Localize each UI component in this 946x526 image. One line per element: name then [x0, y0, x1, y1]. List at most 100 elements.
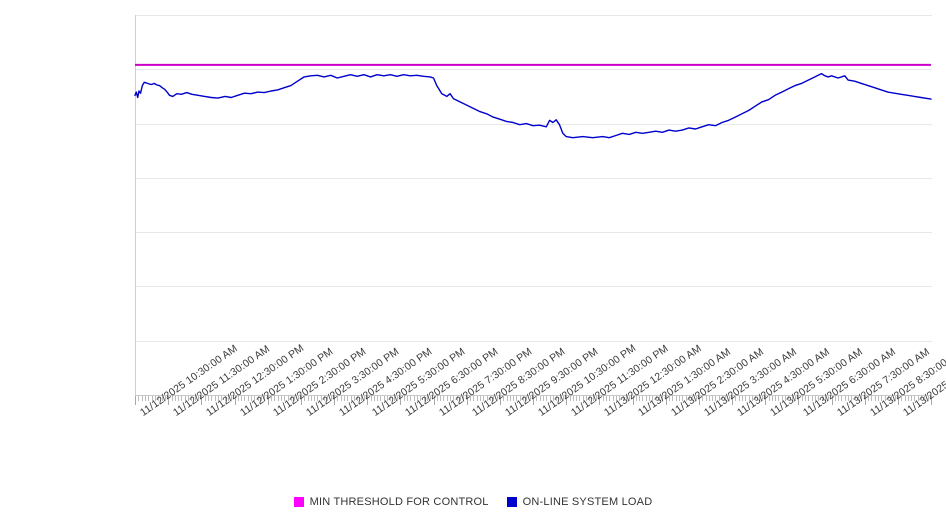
- x-axis-tick-minor: [347, 396, 349, 401]
- x-axis-tick-minor: [775, 396, 777, 401]
- x-axis-tick-minor: [231, 396, 233, 401]
- x-axis-tick-minor: [493, 396, 495, 401]
- x-axis-tick-minor: [788, 396, 790, 401]
- x-axis-tick-minor: [224, 396, 226, 401]
- legend-entry[interactable]: MIN THRESHOLD FOR CONTROL: [293, 496, 489, 508]
- x-axis-tick-minor: [393, 396, 395, 401]
- x-axis-tick-minor: [383, 396, 385, 401]
- x-axis-tick-minor: [924, 396, 926, 401]
- x-axis-tick-minor: [748, 396, 750, 401]
- x-axis-tick-minor: [828, 396, 830, 401]
- x-axis-tick-minor: [625, 396, 627, 401]
- x-axis-tick-minor: [602, 396, 604, 401]
- x-axis-tick-minor: [589, 396, 591, 401]
- x-axis-tick-minor: [280, 396, 282, 401]
- x-axis-tick-minor: [181, 396, 183, 401]
- x-axis-tick-minor: [629, 396, 631, 401]
- x-axis-tick-minor: [237, 396, 239, 401]
- x-axis-tick-minor: [178, 396, 180, 401]
- x-axis-tick-minor: [217, 396, 219, 401]
- x-axis-tick-minor: [353, 396, 355, 401]
- x-axis-tick-minor: [672, 396, 674, 401]
- x-axis-tick-minor: [350, 396, 352, 401]
- x-axis-tick-minor: [738, 396, 740, 401]
- x-axis-tick-minor: [884, 396, 886, 401]
- x-axis-tick-minor: [675, 396, 677, 401]
- gridline: [136, 124, 932, 125]
- x-axis-tick-minor: [304, 396, 306, 401]
- x-axis-tick-minor: [678, 396, 680, 401]
- x-axis-tick-minor: [483, 396, 485, 401]
- x-axis-tick-minor: [818, 396, 820, 401]
- legend-entry[interactable]: ON-LINE SYSTEM LOAD: [506, 496, 653, 508]
- x-axis-tick-minor: [834, 396, 836, 401]
- x-axis-tick-minor: [539, 396, 541, 401]
- x-axis-tick-minor: [241, 396, 243, 401]
- x-axis-tick-minor: [622, 396, 624, 401]
- x-axis-tick-major: [135, 396, 136, 405]
- x-axis-tick-minor: [685, 396, 687, 401]
- x-axis-tick-minor: [549, 396, 551, 401]
- x-axis-tick-minor: [871, 396, 873, 401]
- x-axis-tick-minor: [712, 396, 714, 401]
- x-axis-tick-minor: [198, 396, 199, 401]
- legend-label: ON-LINE SYSTEM LOAD: [522, 496, 653, 508]
- x-axis-tick-minor: [211, 396, 213, 401]
- x-axis-tick-minor: [811, 396, 813, 401]
- x-axis-tick-major: [632, 396, 634, 405]
- x-axis-tick-major: [831, 396, 833, 405]
- x-axis-tick-minor: [801, 396, 803, 401]
- x-axis-tick-minor: [728, 396, 730, 401]
- x-axis-tick-minor: [911, 396, 913, 401]
- x-axis-tick-minor: [718, 396, 720, 401]
- x-axis-tick-major: [765, 396, 767, 405]
- x-axis-tick-minor: [390, 396, 392, 401]
- x-axis-tick-minor: [503, 396, 505, 401]
- x-axis-tick-minor: [194, 396, 196, 401]
- x-axis-tick-minor: [682, 396, 684, 401]
- x-axis-tick-minor: [785, 396, 787, 401]
- x-axis-tick-minor: [274, 396, 276, 401]
- gridline: [136, 341, 932, 342]
- x-axis-tick-minor: [188, 396, 190, 401]
- x-axis-tick-minor: [705, 396, 707, 401]
- x-axis-tick-minor: [476, 396, 478, 401]
- x-axis-tick-minor: [161, 396, 163, 401]
- x-axis-tick-minor: [320, 396, 322, 401]
- x-axis-tick-minor: [317, 396, 319, 401]
- x-axis-tick-minor: [426, 396, 428, 401]
- x-axis-tick-minor: [158, 396, 160, 401]
- x-axis-tick-minor: [526, 396, 528, 401]
- x-axis-tick-major: [168, 396, 170, 405]
- x-axis-tick-minor: [917, 396, 919, 401]
- x-axis-tick-minor: [340, 396, 342, 401]
- x-axis-tick-minor: [576, 396, 578, 401]
- x-axis-tick-major: [732, 396, 733, 405]
- x-axis-tick-minor: [662, 396, 664, 401]
- x-axis-tick-minor: [204, 396, 206, 401]
- x-axis-tick-minor: [688, 396, 690, 401]
- x-axis-tick-minor: [805, 396, 806, 401]
- x-axis-tick-minor: [244, 396, 246, 401]
- x-axis-tick-major: [897, 396, 899, 405]
- x-axis-tick-minor: [446, 396, 448, 401]
- x-axis-tick-minor: [868, 396, 869, 401]
- x-axis-tick-minor: [546, 396, 548, 401]
- x-axis-tick-minor: [582, 396, 584, 401]
- x-axis-tick-minor: [841, 396, 843, 401]
- legend-swatch-icon: [506, 497, 517, 507]
- x-axis-tick-minor: [251, 396, 253, 401]
- x-axis-tick-minor: [473, 396, 475, 401]
- x-axis-tick-minor: [572, 396, 574, 401]
- x-axis-tick-minor: [722, 396, 723, 401]
- x-axis-tick-minor: [768, 396, 770, 401]
- x-axis-tick-minor: [844, 396, 846, 401]
- x-axis-tick-minor: [907, 396, 909, 401]
- x-axis-tick-minor: [148, 396, 150, 401]
- x-axis-tick-minor: [363, 396, 365, 401]
- x-axis-tick-minor: [745, 396, 747, 401]
- x-axis-tick-minor: [741, 396, 743, 401]
- gridline: [136, 15, 932, 16]
- x-axis-tick-minor: [619, 396, 621, 401]
- x-axis-tick-minor: [453, 396, 455, 401]
